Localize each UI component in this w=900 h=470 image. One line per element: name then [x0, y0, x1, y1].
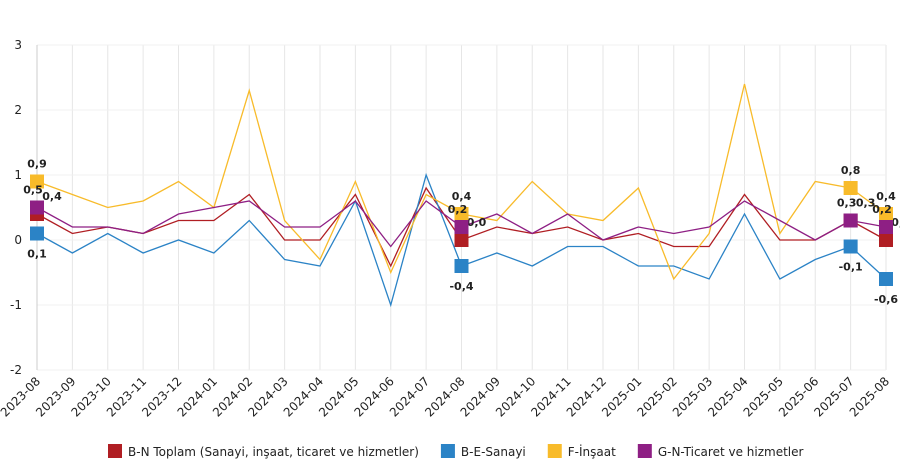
point-marker: [30, 200, 44, 215]
value-label: -0,1: [839, 261, 863, 274]
point-marker: [454, 259, 469, 273]
legend-swatch: [440, 444, 455, 458]
legend-label: B-N Toplam (Sanayi, inşaat, ticaret ve h…: [128, 445, 419, 459]
value-label: 0,8: [841, 164, 861, 177]
point-marker: [879, 207, 893, 221]
point-marker: [843, 181, 858, 195]
value-label: 0,3: [856, 197, 876, 210]
legend-swatch: [637, 444, 652, 458]
legend-label: B-E-Sanayi: [461, 445, 526, 459]
y-tick-label: 2: [14, 103, 22, 117]
point-marker: [454, 207, 469, 221]
legend-swatch: [547, 444, 562, 458]
value-label: 0,2: [448, 203, 468, 216]
point-marker: [30, 226, 44, 241]
y-tick-label: 1: [14, 168, 22, 182]
y-tick-label: -1: [10, 298, 22, 312]
value-label: 0,0: [891, 216, 900, 229]
point-marker: [843, 239, 858, 254]
point-marker: [879, 220, 893, 234]
value-label: 0,4: [42, 190, 62, 203]
value-label: 0,4: [876, 190, 896, 203]
y-tick-label: 3: [14, 38, 22, 52]
value-label: -0,4: [449, 280, 473, 293]
legend-label: F-İnşaat: [568, 444, 616, 459]
point-marker: [454, 220, 469, 234]
value-label: 0,5: [23, 184, 43, 197]
value-label: 0,4: [452, 190, 472, 203]
y-tick-label: 0: [14, 233, 22, 247]
value-label: 0,0: [467, 216, 487, 229]
value-label: 0,3: [837, 197, 857, 210]
point-marker: [30, 174, 44, 189]
legend-swatch: [108, 444, 122, 458]
point-marker: [879, 233, 893, 247]
point-marker: [843, 213, 858, 228]
value-label: 0,1: [27, 248, 47, 261]
y-tick-label: -2: [10, 363, 22, 377]
value-label: 0,2: [872, 203, 892, 216]
value-label: -0,6: [874, 293, 898, 306]
point-marker: [454, 233, 469, 247]
value-label: 0,9: [27, 158, 47, 171]
point-marker: [879, 272, 893, 286]
legend-label: G-N-Ticaret ve hizmetler: [658, 445, 804, 459]
